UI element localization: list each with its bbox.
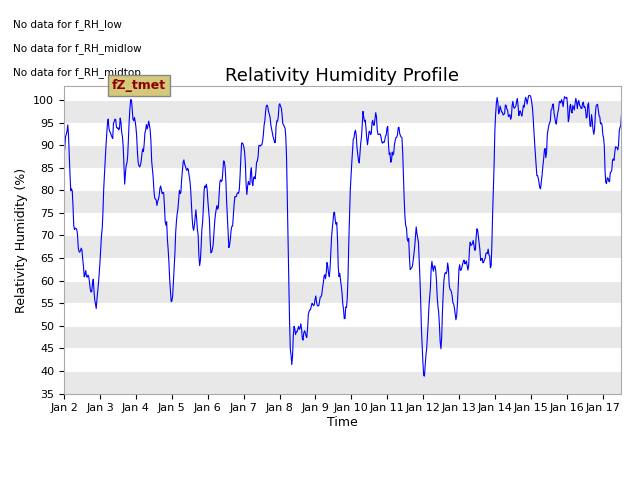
X-axis label: Time: Time [327,416,358,429]
Bar [64,213,621,236]
Text: No data for f_RH_midtop: No data for f_RH_midtop [13,67,141,78]
Bar [64,100,621,122]
Bar [64,303,621,326]
Bar [64,281,621,303]
Legend: 22m: 22m [302,478,383,480]
Bar [64,145,621,168]
Text: fZ_tmet: fZ_tmet [112,79,166,92]
Bar [64,236,621,258]
Text: No data for f_RH_low: No data for f_RH_low [13,19,122,30]
Text: No data for f_RH_midlow: No data for f_RH_midlow [13,43,141,54]
Y-axis label: Relativity Humidity (%): Relativity Humidity (%) [15,168,28,312]
Bar [64,326,621,348]
Bar [64,190,621,213]
Bar [64,348,621,371]
Bar [64,168,621,190]
Bar [64,122,621,145]
Bar [64,371,621,394]
Bar [64,258,621,281]
Title: Relativity Humidity Profile: Relativity Humidity Profile [225,67,460,85]
